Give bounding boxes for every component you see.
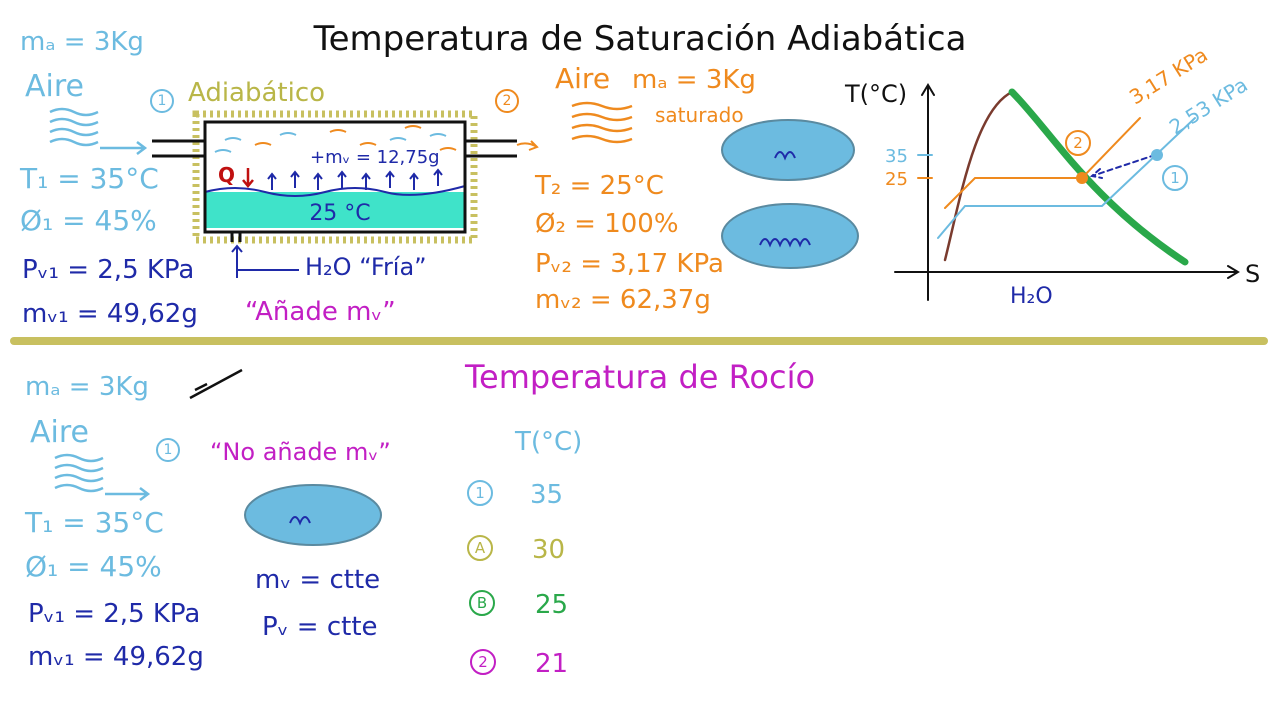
air-waves [49,107,148,155]
row-circle [467,535,493,561]
substance-label: H₂O [1010,284,1053,309]
air-label-b: Aire [30,415,89,450]
humidity-1: Ø₁ = 45% [20,204,157,237]
state-1: 1 [158,93,167,109]
vapor-mass-1: mᵥ₁ = 49,62g [22,299,198,329]
added-vapor: +mᵥ = 12,75g [310,147,440,168]
clouds [721,119,859,269]
row-marker: A [475,539,486,557]
row-circle [470,649,496,675]
cloud-b [244,484,382,546]
row-value: 21 [535,649,568,679]
state-circle [495,89,519,113]
state-circle [156,438,180,462]
vapor-pressure-2: Pᵥ₂ = 3,17 KPa [535,249,724,279]
water-temp: 25 °C [309,201,370,226]
x-axis-label: S [1245,260,1260,288]
vapor-pressure-constant: Pᵥ = ctte [262,612,378,642]
table-header: T(°C) [514,427,582,457]
state-1-b: 1 [164,442,173,458]
tick-25: 25 [885,169,908,190]
vapor-mass-1-b: mᵥ₁ = 49,62g [28,642,204,672]
mass-air-b: mₐ = 3Kg [25,372,149,402]
mass-air: mₐ = 3Kg [20,27,144,57]
point-1: 1 [1170,169,1180,187]
row-marker: 2 [478,653,488,671]
y-axis-label: T(°C) [844,80,907,108]
mass-air-2: mₐ = 3Kg [632,65,756,95]
adds-vapor-note: “Añade mᵥ” [245,297,396,327]
vapor-pressure-1: Pᵥ₁ = 2,5 KPa [22,255,194,285]
separator [10,337,1268,345]
humidity-1-b: Ø₁ = 45% [25,550,162,583]
row-value: 30 [532,535,565,565]
chamber [152,110,539,278]
row-marker: B [477,594,487,612]
row-circle [467,480,493,506]
water-label: H₂O “Fría” [305,253,427,281]
tick-35: 35 [885,146,908,167]
saturated-label: saturado [655,103,744,127]
ts-diagram [894,83,1240,301]
row-circle [469,590,495,616]
row-value: 35 [530,480,563,510]
point-2: 2 [1073,134,1083,152]
heat-label: Q [218,163,235,187]
dew-title: Temperatura de Rocío [464,358,815,396]
air-waves-2 [571,101,633,144]
temp-1-b: T₁ = 35°C [24,506,164,539]
state-circle [150,89,174,113]
row-value: 25 [535,590,568,620]
vapor-pressure-1-b: Pᵥ₁ = 2,5 KPa [28,599,200,629]
title: Temperatura de Saturación Adiabática [313,19,967,59]
air-label-2: Aire [555,62,610,95]
adiabatic-label: Adiabático [188,78,325,108]
vapor-mass-constant: mᵥ = ctte [255,565,380,595]
pen-mark [189,368,243,400]
air-label: Aire [25,69,84,104]
humidity-2: Ø₂ = 100% [535,209,679,239]
row-marker: 1 [475,484,485,502]
air-waves-b [54,453,151,501]
state-2: 2 [503,93,512,109]
temp-1: T₁ = 35°C [19,162,159,195]
table: 1 35 A 30 B 25 2 21 [467,480,568,679]
no-vapor-note: “No añade mᵥ” [210,438,391,466]
temp-2: T₂ = 25°C [534,171,664,201]
vapor-mass-2: mᵥ₂ = 62,37g [535,285,711,315]
